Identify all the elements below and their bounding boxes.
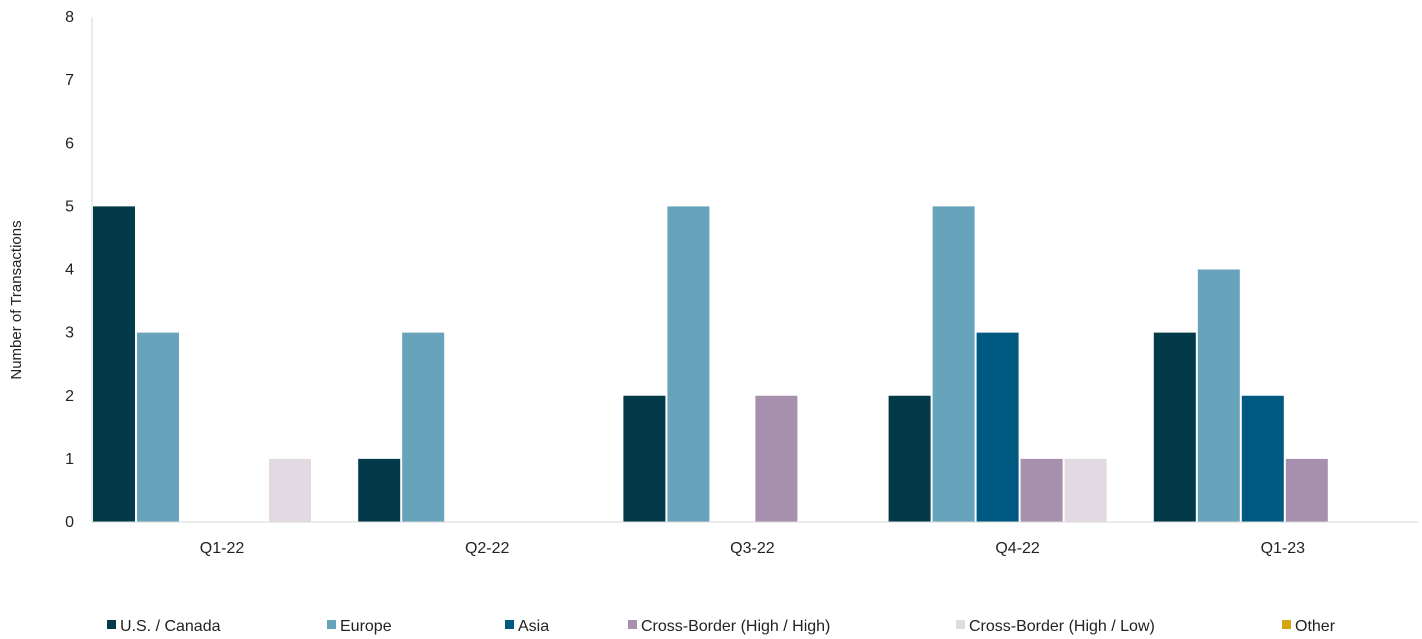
legend: U.S. / Canada Europe Asia Cross-Border (Hig… — [107, 618, 1336, 635]
legend-label: U.S. / Canada — [120, 618, 221, 635]
legend-swatch — [107, 620, 116, 629]
bar — [1285, 458, 1328, 522]
y-tick-label: 2 — [65, 388, 74, 405]
y-tick-label: 7 — [65, 72, 74, 89]
legend-label: Europe — [340, 618, 392, 635]
bar — [1153, 332, 1196, 522]
y-tick-label: 0 — [65, 514, 74, 531]
y-tick-label: 1 — [65, 451, 74, 468]
legend-swatch — [1282, 620, 1291, 629]
bar — [755, 395, 798, 522]
bar — [1241, 395, 1284, 522]
legend-swatch — [628, 620, 637, 629]
bar — [269, 458, 311, 522]
bar — [402, 332, 445, 522]
x-tick-label: Q1-22 — [200, 540, 245, 557]
bar — [93, 206, 135, 522]
bar — [888, 395, 931, 522]
y-tick-label: 6 — [65, 135, 74, 152]
x-tick-label: Q3-22 — [730, 540, 775, 557]
bar — [1064, 458, 1107, 522]
bars — [93, 206, 1328, 522]
bar — [1020, 458, 1063, 522]
y-axis-ticks: 0 1 2 3 4 5 6 7 8 — [65, 9, 74, 531]
x-tick-label: Q2-22 — [465, 540, 510, 557]
legend-swatch — [956, 620, 965, 629]
bar — [932, 206, 975, 522]
y-tick-label: 5 — [65, 198, 74, 215]
x-tick-label: Q1-23 — [1261, 540, 1306, 557]
bar — [1197, 269, 1240, 522]
bar — [976, 332, 1019, 522]
legend-swatch — [505, 620, 514, 629]
x-tick-label: Q4-22 — [995, 540, 1040, 557]
legend-label: Other — [1295, 618, 1336, 635]
y-tick-label: 8 — [65, 9, 74, 26]
legend-label: Cross-Border (High / High) — [641, 618, 830, 635]
bar — [137, 332, 179, 522]
legend-swatch — [327, 620, 336, 629]
y-tick-label: 3 — [65, 325, 74, 342]
x-axis-ticks: Q1-22 Q2-22 Q3-22 Q4-22 Q1-23 — [200, 540, 1305, 557]
bar — [623, 395, 666, 522]
bar — [358, 458, 401, 522]
bar — [667, 206, 710, 522]
legend-label: Asia — [518, 618, 549, 635]
y-axis-title: Number of Transactions — [8, 220, 25, 379]
legend-label: Cross-Border (High / Low) — [969, 618, 1155, 635]
y-tick-label: 4 — [65, 262, 74, 279]
axes — [91, 17, 1418, 523]
